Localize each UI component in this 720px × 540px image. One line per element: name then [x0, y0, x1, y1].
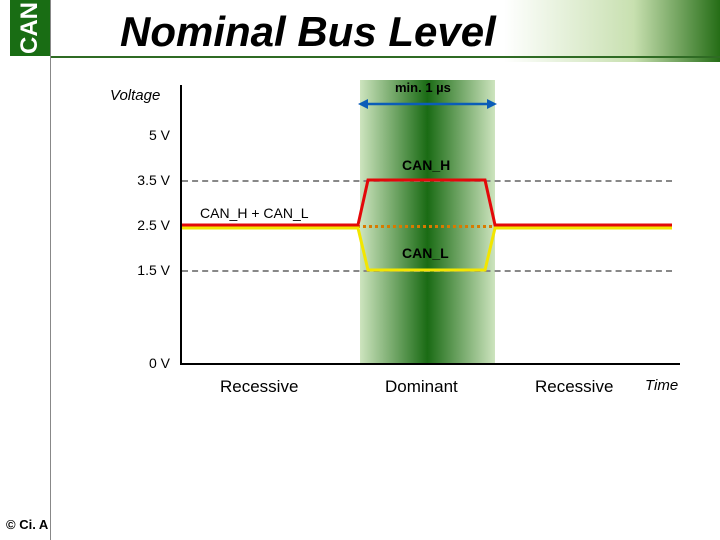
- signal-chart: Voltage Time 5 V 3.5 V 2.5 V 1.5 V 0 V m…: [100, 85, 680, 405]
- sidebar-badge: CAN: [10, 0, 50, 56]
- copyright: © Ci. A: [6, 517, 48, 532]
- header-underline: [50, 56, 720, 58]
- can-l-label: CAN_L: [402, 245, 449, 261]
- ytick-label: 2.5 V: [100, 217, 170, 233]
- can-l-signal: [182, 85, 672, 365]
- page-title: Nominal Bus Level: [120, 8, 496, 56]
- state-label-recessive: Recessive: [220, 377, 298, 397]
- x-axis-label: Time: [645, 377, 678, 394]
- can-h-label: CAN_H: [402, 157, 450, 173]
- ytick-label: 0 V: [100, 355, 170, 371]
- sidebar-label: CAN: [16, 2, 44, 54]
- ytick-label: 1.5 V: [100, 262, 170, 278]
- sum-label: CAN_H + CAN_L: [200, 205, 309, 221]
- ytick-label: 5 V: [100, 127, 170, 143]
- state-label-dominant: Dominant: [385, 377, 458, 397]
- page-vertical-rule: [50, 0, 51, 540]
- y-axis-label: Voltage: [110, 87, 160, 104]
- ytick-label: 3.5 V: [100, 172, 170, 188]
- state-label-recessive: Recessive: [535, 377, 613, 397]
